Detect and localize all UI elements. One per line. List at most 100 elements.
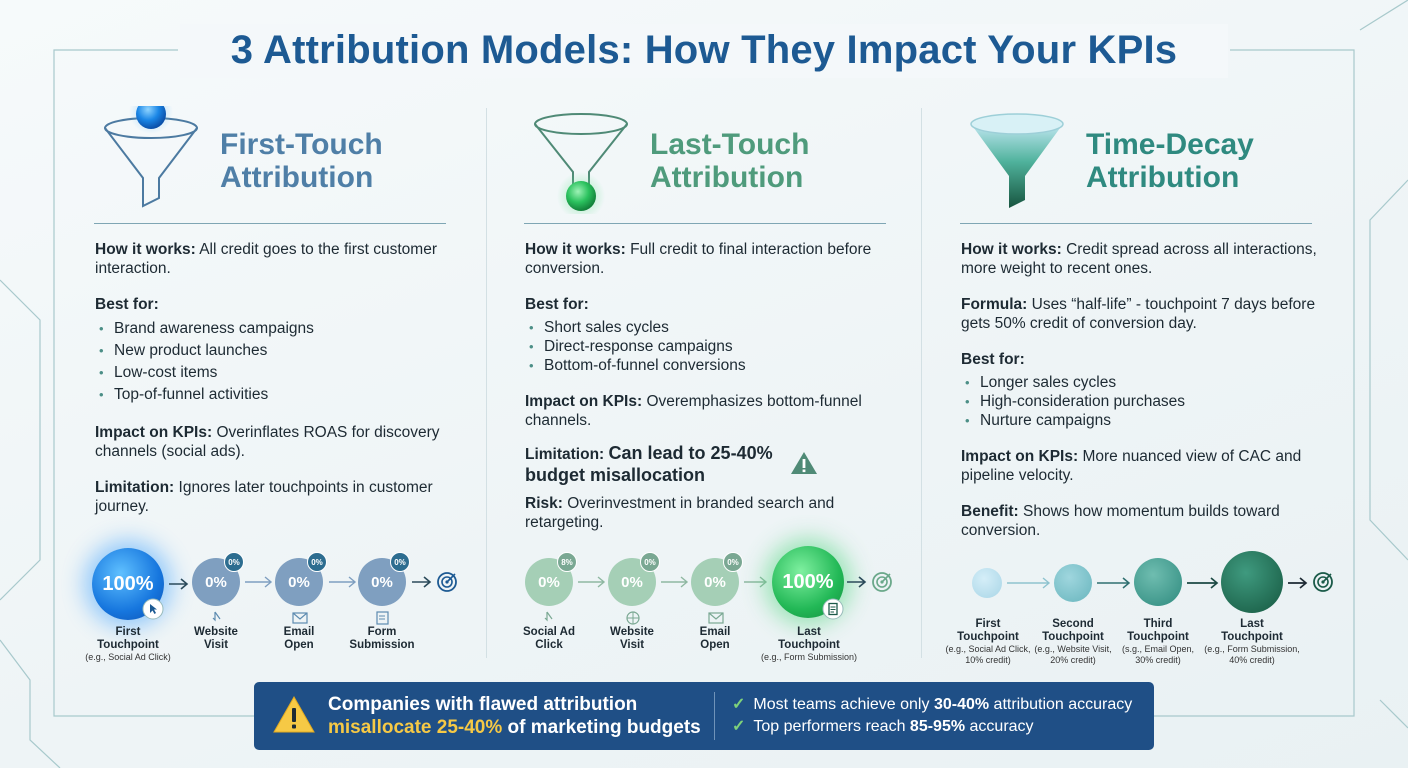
touchpoint-label: First Touchpoint (e.g., Social Ad Click)	[78, 626, 178, 663]
node-value: 0%	[371, 573, 393, 591]
warning-icon	[273, 695, 315, 733]
title-line: Attribution	[650, 161, 804, 194]
label-sub: (s.g., Email Open, 30% credit)	[1121, 644, 1195, 665]
limitation-label: Limitation:	[525, 446, 605, 463]
label-text: Website Visit	[194, 626, 238, 651]
first-touch-body: How it works: All credit goes to the fir…	[95, 240, 475, 533]
arrow-right-icon	[1187, 577, 1219, 589]
banner-headline: Companies with flawed attribution misall…	[328, 693, 701, 739]
how-text: Full credit to final interaction before …	[525, 241, 872, 277]
node-value: 100%	[102, 572, 154, 595]
header-rule	[524, 223, 886, 224]
target-icon	[437, 572, 457, 592]
stat-line: ✓ Most teams achieve only 30-40% attribut…	[732, 694, 1132, 716]
how-text: Credit spread across all interactions, m…	[961, 241, 1317, 277]
touchpoint-label: Form Submission	[347, 626, 417, 652]
impact-text: Overemphasizes bottom-funnel channels.	[525, 393, 862, 429]
touchpoint-node	[1134, 558, 1182, 606]
arrow-right-icon	[661, 576, 689, 588]
arrow-right-icon	[329, 576, 357, 588]
best-label: Best for:	[95, 296, 159, 313]
touchpoint-node: 0%	[192, 558, 240, 606]
time-decay-title: Time-Decay Attribution	[1086, 128, 1254, 194]
limitation: Limitation: Can lead to 25-40% budget mi…	[525, 442, 905, 486]
label-text: Website Visit	[610, 626, 654, 651]
email-icon	[708, 612, 724, 624]
time-decay-column: Time-Decay Attribution How it works: Cre…	[945, 100, 1356, 680]
best-list: Short sales cycles Direct-response campa…	[525, 318, 905, 375]
touchpoint-label: Last Touchpoint (e.g., Form Submission)	[754, 626, 864, 663]
summary-banner: Companies with flawed attribution misall…	[254, 682, 1154, 750]
label-text: Last Touchpoint	[778, 626, 840, 651]
list-item: Low-cost items	[95, 362, 475, 384]
credit-badge: 8%	[557, 552, 577, 572]
impact-text: More nuanced view of CAC and pipeline ve…	[961, 448, 1302, 484]
arrow-right-icon	[578, 576, 606, 588]
benefit: Benefit: Shows how momentum builds towar…	[961, 502, 1341, 540]
banner-text: of marketing budgets	[502, 717, 701, 738]
benefit-text: Shows how momentum builds toward convers…	[961, 503, 1280, 539]
header-rule	[960, 223, 1312, 224]
banner-line: Companies with flawed attribution	[328, 694, 638, 715]
impact-text: Overinflates ROAS for discovery channels…	[95, 424, 440, 460]
list-item: Longer sales cycles	[961, 373, 1341, 392]
last-touch-header: Last-Touch Attribution	[520, 100, 890, 224]
column-divider	[486, 108, 487, 658]
stat-text: Most teams achieve only	[753, 696, 934, 713]
credit-badge: 0%	[723, 552, 743, 572]
impact-on-kpis: Impact on KPIs: Overemphasizes bottom-fu…	[525, 392, 905, 430]
cursor-click-icon	[142, 598, 164, 620]
label-text: Third Touchpoint	[1127, 618, 1189, 643]
target-icon	[872, 572, 892, 592]
impact-label: Impact on KPIs:	[961, 448, 1079, 465]
arrow-right-icon	[412, 576, 432, 588]
last-touch-title: Last-Touch Attribution	[650, 128, 809, 194]
stat-text: accuracy	[965, 718, 1034, 735]
how-it-works: How it works: All credit goes to the fir…	[95, 240, 475, 278]
best-label: Best for:	[525, 296, 589, 313]
label-text: Email Open	[283, 626, 315, 651]
best-label: Best for:	[961, 351, 1025, 368]
label-sub: (e.g., Form Submission)	[760, 652, 858, 662]
label-sub: (e.g., Form Submission, 40% credit)	[1204, 644, 1300, 665]
credit-badge: 0%	[224, 552, 244, 572]
list-item: Top-of-funnel activities	[95, 384, 475, 406]
best-for: Best for: Brand awareness campaigns New …	[95, 295, 475, 406]
target-icon	[1313, 572, 1333, 592]
touchpoint-label: Last Touchpoint (e.g., Form Submission, …	[1202, 618, 1302, 666]
arrow-right-icon	[169, 578, 189, 590]
time-decay-flow: First Touchpoint (e.g., Social Ad Click,…	[945, 540, 1376, 680]
arrow-right-icon	[744, 576, 768, 588]
first-touch-flow: 100% 0% 0% 0% 0% 0% 0%	[85, 540, 510, 680]
node-value: 0%	[704, 573, 726, 591]
label-text: First Touchpoint	[97, 626, 159, 651]
email-icon	[292, 612, 308, 624]
arrow-right-icon	[1097, 577, 1131, 589]
funnel-gradient-icon	[970, 113, 1064, 208]
touchpoint-label: Email Open	[269, 626, 329, 652]
risk-text: Overinvestment in branded search and ret…	[525, 495, 835, 531]
label-sub: (e.g., Social Ad Click)	[85, 652, 171, 662]
time-decay-header: Time-Decay Attribution	[956, 100, 1326, 224]
touchpoint-node	[1221, 551, 1283, 613]
touchpoint-label: First Touchpoint (e.g., Social Ad Click,…	[942, 618, 1034, 666]
arrow-right-icon	[245, 576, 273, 588]
title-line: Attribution	[1086, 161, 1240, 194]
check-icon: ✓	[732, 718, 746, 735]
limitation-text: budget misallocation	[525, 465, 706, 485]
globe-icon	[626, 611, 640, 625]
stat-text: Top performers reach	[753, 718, 910, 735]
first-touch-title: First-Touch Attribution	[220, 128, 383, 194]
node-value: 0%	[538, 573, 560, 591]
how-text: All credit goes to the first customer in…	[95, 241, 437, 277]
funnel-top-ball-icon	[104, 106, 198, 208]
title-line: Time-Decay	[1086, 128, 1254, 161]
list-item: New product launches	[95, 340, 475, 362]
stat-value: 85-95%	[909, 718, 966, 735]
stat-text: attribution accuracy	[989, 696, 1133, 713]
how-label: How it works:	[95, 241, 196, 258]
form-icon	[822, 598, 844, 620]
stat-line: ✓ Top performers reach 85-95% accuracy	[732, 716, 1132, 738]
pointer-icon	[544, 611, 553, 622]
impact-label: Impact on KPIs:	[95, 424, 213, 441]
